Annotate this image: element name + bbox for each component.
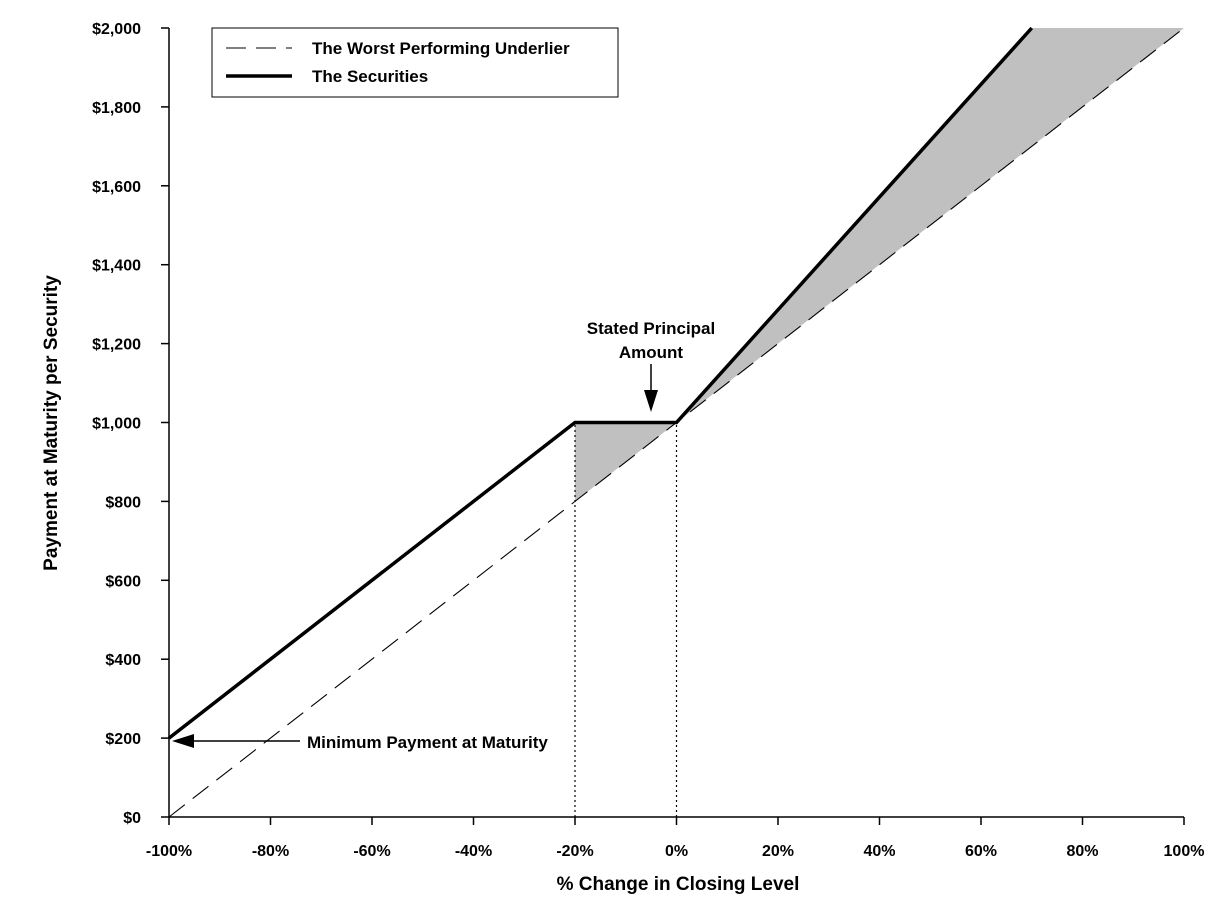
legend-label-securities: The Securities <box>312 67 428 86</box>
tick-labels: $0 $200 $400 $600 $800 $1,000 $1,200 $1,400 $1,6… <box>92 21 1204 860</box>
x-tick-label: 80% <box>1066 843 1098 860</box>
x-tick-label: -40% <box>455 843 492 860</box>
x-tick-label: -60% <box>353 843 390 860</box>
reference-lines <box>574 422 678 817</box>
y-tick-label: $2,000 <box>92 21 141 38</box>
annotation-stated-principal: Stated Principal Amount <box>587 319 715 412</box>
y-tick-label: $1,600 <box>92 179 141 196</box>
y-tick-label: $0 <box>123 810 141 827</box>
y-tick-label: $1,000 <box>92 416 141 433</box>
annotation-stated-line-2: Amount <box>619 343 684 362</box>
legend: The Worst Performing Underlier The Secur… <box>211 27 619 98</box>
annotation-minimum-payment: Minimum Payment at Maturity <box>172 733 548 752</box>
annotation-minimum-arrow-head <box>172 734 194 748</box>
annotation-stated-arrow-head <box>644 390 658 412</box>
legend-box <box>211 27 619 98</box>
x-tick-label: 20% <box>762 843 794 860</box>
series-line-1 <box>167 26 1034 740</box>
x-tick-label: 60% <box>965 843 997 860</box>
annotation-minimum-text: Minimum Payment at Maturity <box>307 733 548 752</box>
shaded-regions <box>575 28 1184 502</box>
y-tick-label: $600 <box>105 573 141 590</box>
y-tick-label: $400 <box>105 652 141 669</box>
legend-label-underlier: The Worst Performing Underlier <box>312 39 570 58</box>
y-axis-title: Payment at Maturity per Security <box>41 275 62 571</box>
x-tick-label: 0% <box>665 843 688 860</box>
y-tick-label: $1,400 <box>92 258 141 275</box>
x-tick-label: -100% <box>146 843 192 860</box>
x-tick-label: -80% <box>252 843 289 860</box>
y-tick-label: $1,800 <box>92 100 141 117</box>
y-tick-label: $200 <box>105 731 141 748</box>
x-tick-label: 40% <box>863 843 895 860</box>
y-tick-label: $800 <box>105 494 141 511</box>
x-tick-label: -20% <box>556 843 593 860</box>
x-tick-label: 100% <box>1164 843 1205 860</box>
series-lines <box>167 26 1185 818</box>
y-tick-label: $1,200 <box>92 337 141 354</box>
x-axis-title: % Change in Closing Level <box>557 874 800 895</box>
annotation-stated-line-1: Stated Principal <box>587 319 715 338</box>
axes <box>161 27 1185 825</box>
